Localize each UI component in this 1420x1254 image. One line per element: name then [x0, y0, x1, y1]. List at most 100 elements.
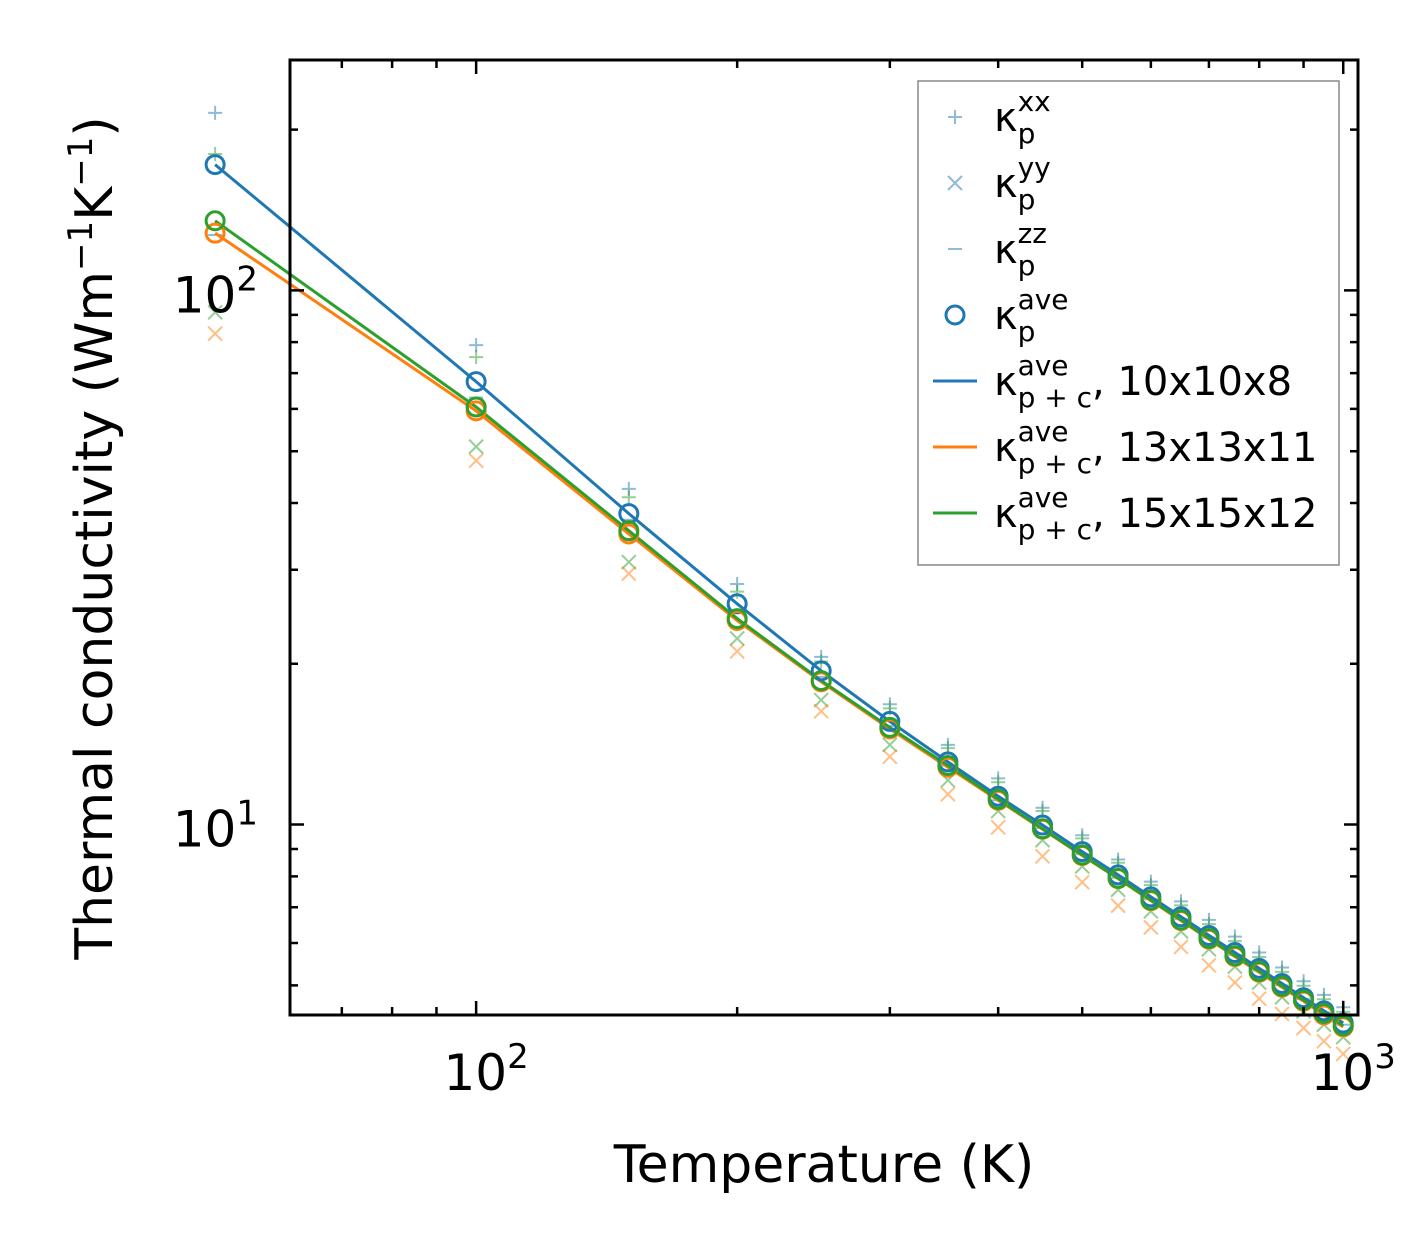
legend-marker-swatch	[944, 304, 966, 326]
y-axis-unit-close: )	[65, 116, 125, 136]
data-point	[1316, 1033, 1332, 1049]
legend-subscript: p	[1018, 117, 1036, 150]
legend-suffix: , 10x10x8	[1092, 359, 1292, 405]
legend-subscript: p + c	[1018, 513, 1092, 546]
data-point	[1295, 1020, 1312, 1036]
y-tick-label-base: 10	[173, 266, 237, 324]
legend-entry: κyy p	[947, 151, 1051, 216]
data-point	[1110, 897, 1126, 914]
data-point	[882, 737, 898, 753]
data-point	[1074, 874, 1090, 890]
y-axis-label: Thermal conductivity (Wm−1K−1)	[61, 116, 125, 960]
legend-kappa: κ	[994, 161, 1018, 207]
y-tick-label-exponent: 2	[236, 259, 258, 299]
data-point	[729, 643, 745, 660]
legend-superscript: zz	[1018, 217, 1047, 250]
data-point	[1198, 927, 1220, 949]
data-point	[1271, 975, 1293, 997]
data-point	[208, 147, 223, 162]
legend-subscript: p	[1018, 249, 1036, 282]
data-point	[1313, 1002, 1335, 1024]
legend-subscript: p + c	[1018, 381, 1092, 414]
x-tick-label-base: 10	[444, 1044, 508, 1102]
legend-label: κave p + c, 13x13x11	[994, 415, 1317, 480]
legend-label: κzz p	[994, 217, 1047, 282]
x-tick-label-exponent: 2	[507, 1037, 529, 1077]
legend-subscript: p	[1018, 315, 1036, 348]
data-point	[208, 105, 223, 120]
data-point	[621, 565, 637, 582]
data-point	[1107, 867, 1129, 889]
data-point	[204, 154, 226, 176]
plot-frame	[288, 58, 1360, 1017]
legend-superscript: xx	[1018, 85, 1051, 118]
y-tick-label-exponent: 1	[236, 794, 258, 834]
data-point	[1248, 960, 1270, 982]
data-point	[813, 692, 829, 708]
data-point	[1140, 889, 1162, 911]
data-point	[207, 304, 223, 320]
x-tick-label-exponent: 3	[1374, 1037, 1396, 1077]
data-point	[987, 788, 1009, 810]
data-point	[729, 630, 745, 647]
legend-kappa: κ	[994, 227, 1018, 273]
legend-label: κyy p	[994, 151, 1051, 216]
legend-kappa: κ	[994, 491, 1018, 537]
legend-box	[917, 80, 1340, 566]
data-point	[1143, 919, 1159, 936]
y-tick-label: 101	[173, 794, 258, 859]
data-point	[1071, 844, 1093, 866]
data-point	[1224, 945, 1246, 967]
data-point	[813, 703, 829, 719]
legend-superscript: ave	[1018, 283, 1069, 316]
data-point	[879, 716, 901, 738]
legend-suffix: , 15x15x12	[1092, 491, 1317, 537]
data-point	[465, 396, 487, 418]
x-tick-label: 102	[444, 1037, 529, 1102]
data-point	[469, 338, 484, 353]
y-axis-unit-base2: K	[65, 185, 125, 221]
series--p-c-ave-15x15x12-line	[214, 219, 1345, 1028]
data-point	[879, 710, 901, 732]
data-point	[469, 350, 484, 365]
data-point	[1173, 939, 1189, 955]
series--p-c-ave-15x15x12	[214, 219, 1345, 1028]
data-point	[204, 222, 226, 244]
legend-entry: κave p	[944, 283, 1069, 348]
legend-marker-swatch	[947, 175, 963, 191]
legend-label: κave p + c, 15x15x12	[994, 481, 1317, 546]
data-point	[1335, 1046, 1351, 1062]
axis-ticks	[290, 60, 1358, 1015]
legend-label: κave p	[994, 283, 1069, 348]
data-point	[1111, 855, 1126, 870]
data-point	[621, 554, 637, 570]
legend-superscript: ave	[1018, 349, 1069, 382]
legend-entry: κzz p	[948, 217, 1047, 282]
x-tick-label-base: 10	[1311, 1044, 1375, 1102]
data-point	[1251, 991, 1267, 1007]
data-point	[937, 754, 959, 776]
legend-subscript: p + c	[1018, 447, 1092, 480]
data-point	[990, 819, 1006, 836]
data-point	[1170, 909, 1192, 931]
data-point	[465, 371, 487, 393]
legend-suffix: , 13x13x11	[1092, 425, 1317, 471]
legend-kappa: κ	[994, 95, 1018, 141]
legend-label: κxx p	[994, 85, 1051, 150]
data-point	[1034, 848, 1051, 865]
plot-marks	[204, 105, 1354, 1062]
legend-superscript: ave	[1018, 415, 1069, 448]
legend-entry: κxx p	[948, 85, 1051, 150]
legend-superscript: ave	[1018, 481, 1069, 514]
data-point	[204, 210, 226, 232]
data-point	[882, 748, 898, 765]
y-axis-unit-exp1: −1	[61, 221, 101, 271]
x-axis-label: Temperature (K)	[613, 1135, 1035, 1195]
legend-label: κave p + c, 10x10x8	[994, 349, 1292, 414]
data-point	[810, 670, 832, 692]
series--p-c-ave-10x10x8	[214, 163, 1345, 1025]
legend-superscript: yy	[1018, 151, 1051, 184]
